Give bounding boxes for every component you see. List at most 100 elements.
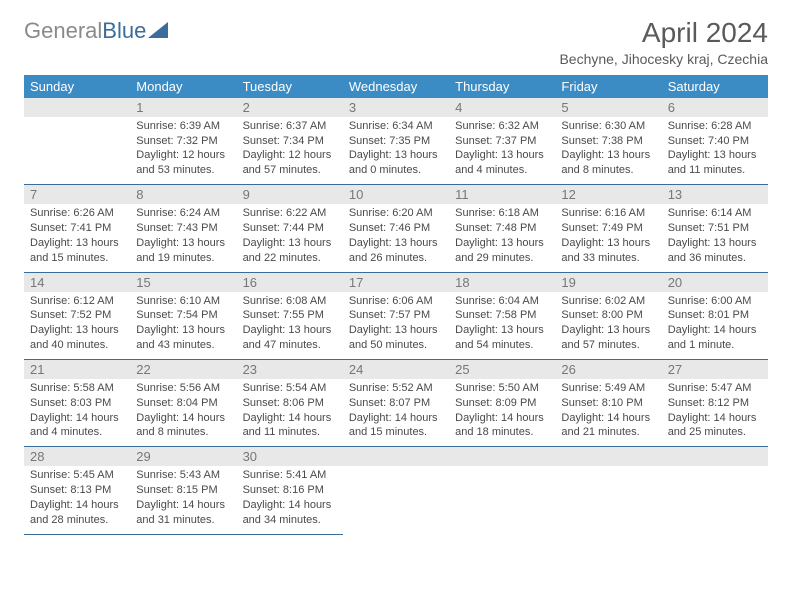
sunrise-text: Sunrise: 5:41 AM [243,468,337,483]
day-cell [343,466,449,534]
sunrise-text: Sunrise: 6:02 AM [561,294,655,309]
daylight1-text: Daylight: 13 hours [349,323,443,338]
day-number: 27 [662,359,768,379]
day-cell: Sunrise: 6:30 AMSunset: 7:38 PMDaylight:… [555,117,661,185]
daylight1-text: Daylight: 13 hours [243,323,337,338]
day-cell: Sunrise: 5:47 AMSunset: 8:12 PMDaylight:… [662,379,768,447]
day-cell: Sunrise: 5:45 AMSunset: 8:13 PMDaylight:… [24,466,130,534]
sunrise-text: Sunrise: 6:34 AM [349,119,443,134]
day-number [24,98,130,117]
day-cell: Sunrise: 6:37 AMSunset: 7:34 PMDaylight:… [237,117,343,185]
sunset-text: Sunset: 8:01 PM [668,308,762,323]
day-number: 29 [130,447,236,467]
day-number: 22 [130,359,236,379]
day-cell: Sunrise: 6:20 AMSunset: 7:46 PMDaylight:… [343,204,449,272]
day-number: 9 [237,185,343,205]
daylight1-text: Daylight: 13 hours [668,236,762,251]
calendar-body: 123456 Sunrise: 6:39 AMSunset: 7:32 PMDa… [24,98,768,534]
sunset-text: Sunset: 7:48 PM [455,221,549,236]
daylight2-text: and 47 minutes. [243,338,337,353]
week-details-row: Sunrise: 6:39 AMSunset: 7:32 PMDaylight:… [24,117,768,185]
daylight1-text: Daylight: 14 hours [349,411,443,426]
day-number: 19 [555,272,661,292]
sunrise-text: Sunrise: 6:10 AM [136,294,230,309]
sunset-text: Sunset: 7:46 PM [349,221,443,236]
sunset-text: Sunset: 8:07 PM [349,396,443,411]
daylight1-text: Daylight: 14 hours [668,323,762,338]
sunset-text: Sunset: 7:35 PM [349,134,443,149]
daylight1-text: Daylight: 14 hours [243,498,337,513]
header-row: GeneralBlue April 2024 Bechyne, Jihocesk… [24,18,768,67]
daylight1-text: Daylight: 14 hours [136,411,230,426]
sunrise-text: Sunrise: 5:50 AM [455,381,549,396]
daylight2-text: and 4 minutes. [455,163,549,178]
sunset-text: Sunset: 8:04 PM [136,396,230,411]
daylight2-text: and 15 minutes. [349,425,443,440]
day-cell: Sunrise: 6:39 AMSunset: 7:32 PMDaylight:… [130,117,236,185]
sunrise-text: Sunrise: 6:39 AM [136,119,230,134]
daylight2-text: and 31 minutes. [136,513,230,528]
sunset-text: Sunset: 7:41 PM [30,221,124,236]
day-cell: Sunrise: 6:32 AMSunset: 7:37 PMDaylight:… [449,117,555,185]
daylight2-text: and 36 minutes. [668,251,762,266]
week-details-row: Sunrise: 6:12 AMSunset: 7:52 PMDaylight:… [24,292,768,360]
day-cell: Sunrise: 6:12 AMSunset: 7:52 PMDaylight:… [24,292,130,360]
day-cell: Sunrise: 6:16 AMSunset: 7:49 PMDaylight:… [555,204,661,272]
daylight1-text: Daylight: 14 hours [455,411,549,426]
sunrise-text: Sunrise: 6:32 AM [455,119,549,134]
sunset-text: Sunset: 7:58 PM [455,308,549,323]
day-number: 6 [662,98,768,117]
daylight1-text: Daylight: 13 hours [455,323,549,338]
sunrise-text: Sunrise: 5:45 AM [30,468,124,483]
sunrise-text: Sunrise: 5:56 AM [136,381,230,396]
daylight1-text: Daylight: 14 hours [136,498,230,513]
day-cell: Sunrise: 5:41 AMSunset: 8:16 PMDaylight:… [237,466,343,534]
sunset-text: Sunset: 7:38 PM [561,134,655,149]
calendar-header: SundayMondayTuesdayWednesdayThursdayFrid… [24,75,768,98]
sunrise-text: Sunrise: 6:16 AM [561,206,655,221]
daylight1-text: Daylight: 13 hours [349,148,443,163]
daylight1-text: Daylight: 13 hours [243,236,337,251]
sunset-text: Sunset: 8:09 PM [455,396,549,411]
daylight2-text: and 29 minutes. [455,251,549,266]
day-cell [662,466,768,534]
day-number: 13 [662,185,768,205]
weekday-header: Tuesday [237,75,343,98]
logo-triangle-icon [148,22,168,38]
calendar-table: SundayMondayTuesdayWednesdayThursdayFrid… [24,75,768,535]
day-number: 14 [24,272,130,292]
sunset-text: Sunset: 8:13 PM [30,483,124,498]
sunrise-text: Sunrise: 5:43 AM [136,468,230,483]
week-details-row: Sunrise: 5:58 AMSunset: 8:03 PMDaylight:… [24,379,768,447]
daylight2-text: and 50 minutes. [349,338,443,353]
location-subtitle: Bechyne, Jihocesky kraj, Czechia [559,51,768,67]
day-number: 4 [449,98,555,117]
daylight2-text: and 43 minutes. [136,338,230,353]
sunrise-text: Sunrise: 6:37 AM [243,119,337,134]
weekday-header: Sunday [24,75,130,98]
day-cell: Sunrise: 6:02 AMSunset: 8:00 PMDaylight:… [555,292,661,360]
page-title: April 2024 [559,18,768,49]
sunset-text: Sunset: 8:16 PM [243,483,337,498]
daylight2-text: and 57 minutes. [561,338,655,353]
day-cell: Sunrise: 6:28 AMSunset: 7:40 PMDaylight:… [662,117,768,185]
daylight2-text: and 22 minutes. [243,251,337,266]
sunset-text: Sunset: 7:54 PM [136,308,230,323]
day-cell: Sunrise: 6:06 AMSunset: 7:57 PMDaylight:… [343,292,449,360]
sunrise-text: Sunrise: 6:14 AM [668,206,762,221]
daylight2-text: and 0 minutes. [349,163,443,178]
day-number: 11 [449,185,555,205]
daylight1-text: Daylight: 13 hours [30,323,124,338]
daylight2-text: and 53 minutes. [136,163,230,178]
sunset-text: Sunset: 7:43 PM [136,221,230,236]
day-cell: Sunrise: 5:52 AMSunset: 8:07 PMDaylight:… [343,379,449,447]
sunset-text: Sunset: 7:51 PM [668,221,762,236]
day-cell [449,466,555,534]
day-number: 16 [237,272,343,292]
sunset-text: Sunset: 8:15 PM [136,483,230,498]
day-cell: Sunrise: 5:43 AMSunset: 8:15 PMDaylight:… [130,466,236,534]
sunrise-text: Sunrise: 6:08 AM [243,294,337,309]
daylight2-text: and 18 minutes. [455,425,549,440]
day-cell: Sunrise: 6:14 AMSunset: 7:51 PMDaylight:… [662,204,768,272]
day-number: 30 [237,447,343,467]
